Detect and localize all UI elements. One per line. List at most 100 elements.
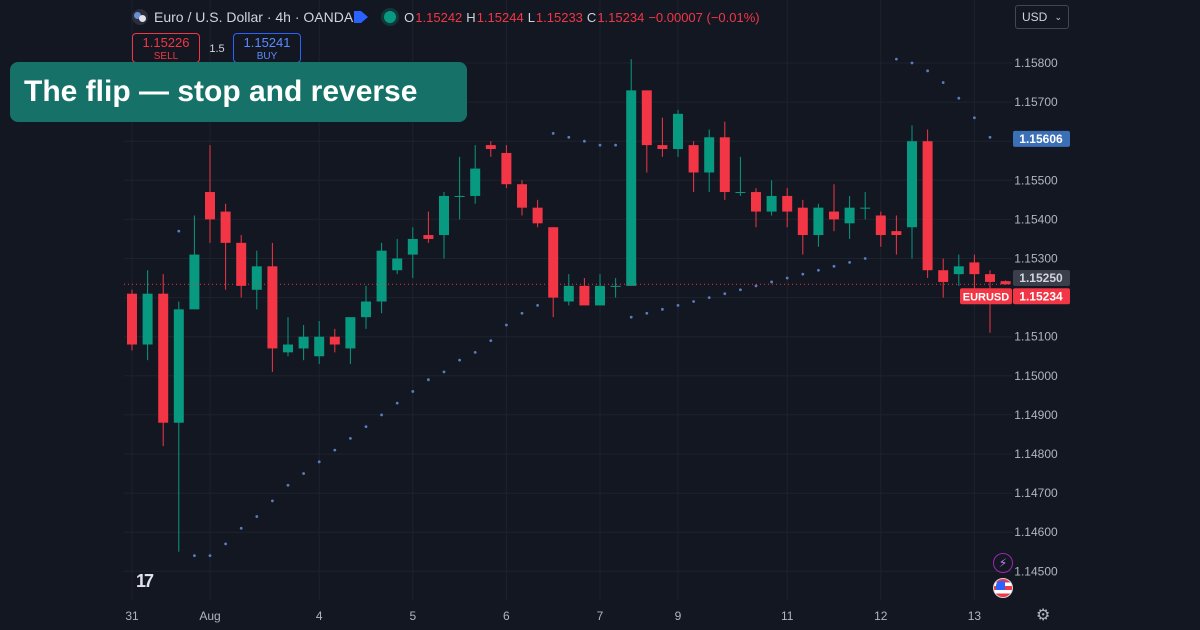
candle — [220, 203, 231, 290]
candle — [127, 289, 137, 351]
y-tick-label: 1.14700 — [1014, 486, 1058, 500]
price-marker: 1.15606 — [1013, 130, 1070, 147]
candle — [283, 317, 293, 357]
candle-body — [735, 192, 746, 194]
y-tick-label: 1.15700 — [1014, 95, 1058, 109]
candle — [423, 211, 434, 243]
sar-dot — [255, 515, 259, 518]
candle — [907, 125, 917, 259]
price-marker: 1.15234 EURUSD — [960, 288, 1070, 305]
candle — [688, 141, 699, 193]
sar-dot — [723, 292, 727, 296]
buy-price: 1.15241 — [243, 35, 291, 50]
candle — [595, 274, 605, 306]
buy-button[interactable]: 1.15241 BUY — [233, 33, 301, 63]
price-axis[interactable]: 1.14500 1.14600 1.14700 1.14800 1.14900 1.150… — [1014, 56, 1058, 578]
candle — [829, 184, 839, 232]
candle — [641, 90, 652, 173]
gear-icon[interactable]: ⚙ — [1036, 607, 1051, 624]
y-tick-label: 1.15800 — [1014, 56, 1058, 70]
currency-pair-icon — [132, 9, 148, 25]
candle — [797, 199, 808, 255]
candle — [267, 242, 278, 372]
sar-dot — [380, 413, 383, 417]
candle — [314, 321, 325, 365]
y-tick-label: 1.14800 — [1014, 447, 1058, 461]
sar-dot — [583, 139, 586, 143]
symbol-tag-label: EURUSD — [963, 291, 1010, 303]
candle-body — [610, 285, 621, 287]
ohlc-change: −0.00007 (−0.01%) — [648, 9, 760, 25]
symbol-title[interactable]: Euro / U.S. Dollar · 4h · OANDA — [154, 9, 354, 25]
candle — [251, 250, 262, 310]
sar-dot — [692, 300, 695, 303]
x-tick-label: 9 — [675, 609, 682, 623]
sar-dot — [770, 280, 773, 284]
sar-dot — [707, 296, 711, 299]
candle-body — [626, 90, 637, 286]
flag-icon[interactable] — [354, 11, 369, 23]
candle — [501, 145, 512, 189]
candle-body — [985, 274, 995, 282]
candle — [782, 188, 793, 228]
lightning-icon[interactable]: ⚡ — [993, 553, 1013, 573]
x-tick-label: 13 — [968, 609, 982, 623]
sar-dot — [349, 436, 352, 440]
candle — [158, 274, 169, 447]
sar-dot — [302, 472, 305, 475]
candle — [361, 285, 371, 329]
candle — [626, 59, 637, 286]
us-flag-icon[interactable] — [993, 578, 1013, 598]
x-tick-label: 12 — [874, 609, 888, 623]
candle-body — [532, 207, 543, 224]
candle-body — [782, 195, 793, 212]
market-open-icon — [384, 11, 397, 23]
sar-dot — [785, 276, 789, 280]
sar-dot — [863, 257, 867, 260]
price-marker-bg — [1013, 288, 1070, 305]
candle-body — [251, 266, 262, 290]
candle-body — [501, 152, 512, 185]
sar-dot — [957, 96, 961, 100]
candle-body — [142, 293, 153, 345]
candle — [844, 195, 855, 239]
sar-dot — [505, 323, 508, 327]
candle-body — [938, 270, 949, 282]
candle-body — [298, 336, 309, 349]
candle-body — [829, 211, 839, 220]
sell-button[interactable]: 1.15226 SELL — [132, 33, 200, 63]
candle — [673, 109, 683, 157]
sar-dot — [926, 69, 929, 73]
candle-body — [454, 195, 465, 197]
sar-dot — [333, 448, 337, 452]
sar-dot — [286, 483, 290, 487]
symbol-tag-bg — [960, 288, 1012, 305]
symbol-legend[interactable]: Euro / U.S. Dollar · 4h · OANDA O1.15242… — [132, 6, 764, 28]
x-tick-label: 4 — [316, 609, 323, 623]
price-marker-label: 1.15606 — [1019, 132, 1063, 146]
candle-body — [439, 195, 449, 236]
candle-body — [361, 301, 371, 318]
candle-body — [595, 285, 605, 306]
candle — [454, 156, 465, 220]
ohlc-open: O1.15242 — [404, 9, 463, 25]
candle-body — [797, 207, 808, 236]
sar-dot — [988, 135, 992, 139]
sar-dot — [910, 61, 914, 65]
tradingview-logo[interactable]: 17 — [136, 571, 154, 591]
time-axis[interactable]: 31 Aug 4 5 6 7 9 11 12 13 — [125, 609, 981, 623]
candle — [142, 270, 153, 361]
candle-body — [766, 195, 777, 212]
overlay-title: The flip — stop and reverse — [10, 62, 467, 122]
candle-body — [673, 113, 683, 150]
candle-body — [969, 262, 980, 275]
candle-body — [127, 293, 137, 345]
currency-select[interactable]: USD ⌄ — [1015, 5, 1069, 29]
candle — [407, 227, 418, 279]
candle-body — [329, 336, 340, 345]
candle — [922, 129, 933, 279]
candle-body — [751, 192, 761, 212]
sar-dot — [614, 143, 617, 147]
candle-body — [314, 336, 325, 357]
sar-dot — [567, 135, 571, 139]
